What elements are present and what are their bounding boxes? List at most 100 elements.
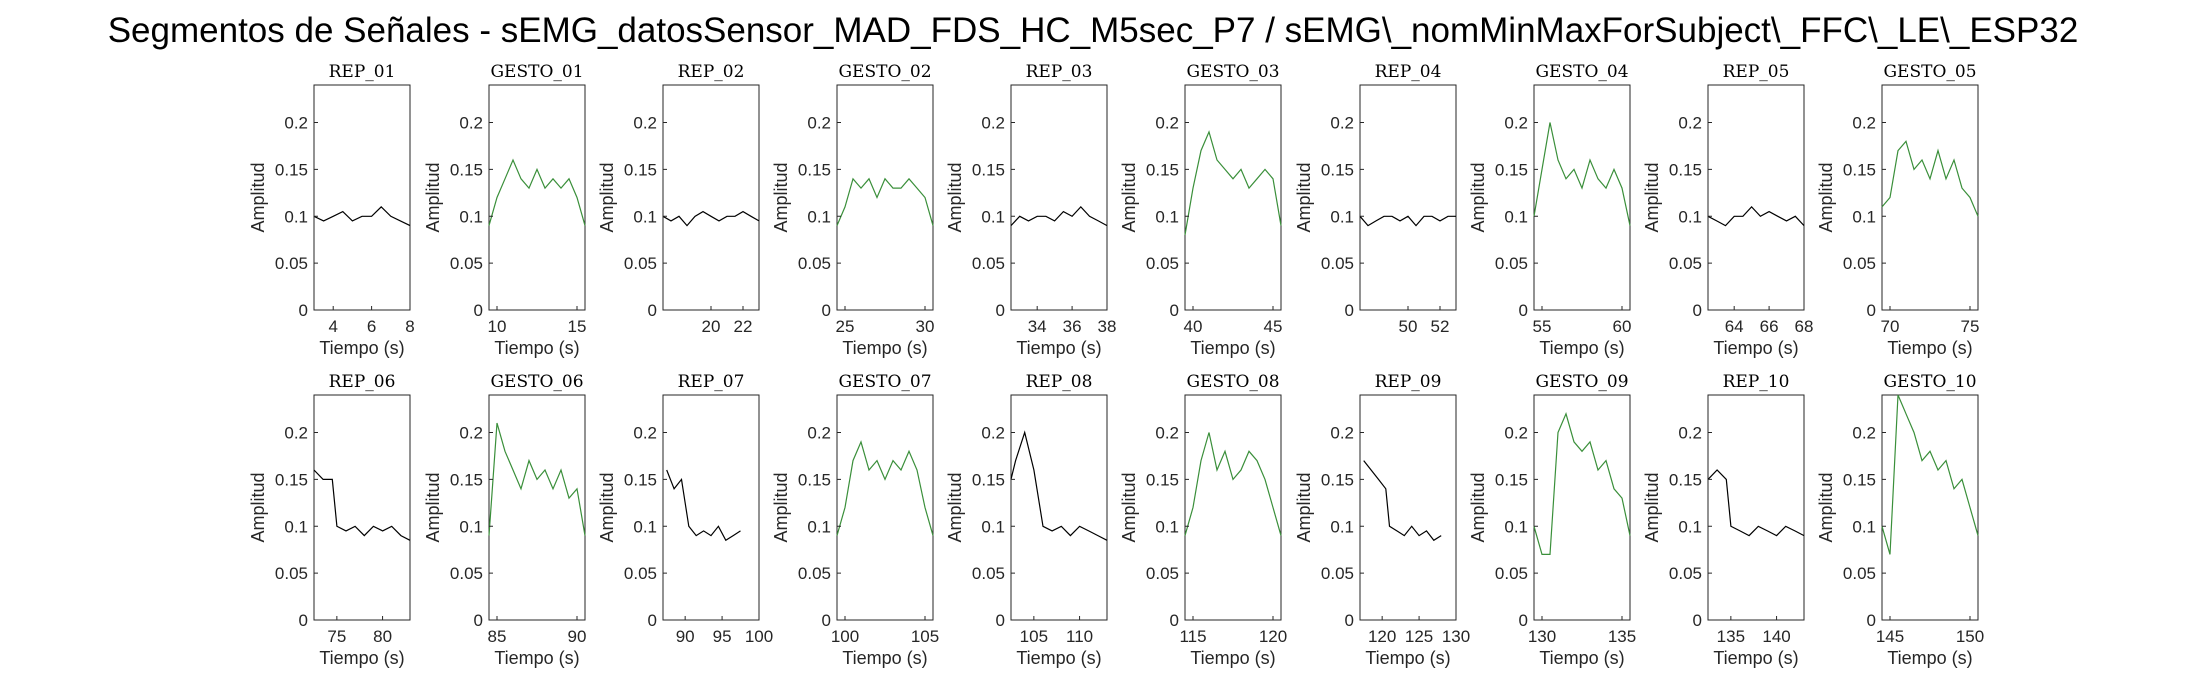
subplot-gesto_05: GESTO_05 0 0.05 0.1 0.15 0.2 70 75 Tiempo (s) Amp…	[1816, 62, 1979, 358]
x-tick-label: 60	[1613, 317, 1632, 336]
x-tick-label: 110	[1066, 627, 1093, 646]
y-tick-label: 0.2	[1504, 424, 1528, 443]
subplot-gesto_08: GESTO_08 0 0.05 0.1 0.15 0.2 115 120 Tiempo (s) A…	[1119, 372, 1287, 668]
subplot-title: REP_08	[1026, 372, 1093, 392]
y-axis-label: Amplitud	[1642, 162, 1662, 232]
y-tick-label: 0.15	[1495, 470, 1528, 489]
y-tick-label: 0.15	[624, 470, 657, 489]
y-tick-label: 0.15	[275, 160, 308, 179]
subplot-title: REP_10	[1723, 372, 1790, 392]
y-tick-label: 0	[1170, 611, 1179, 630]
y-axis-label: Amplitud	[945, 162, 965, 232]
y-tick-label: 0.1	[1504, 207, 1528, 226]
y-axis-label: Amplitud	[1119, 472, 1139, 542]
y-tick-label: 0.05	[1146, 254, 1179, 273]
x-tick-label: 100	[831, 627, 859, 646]
y-tick-label: 0	[648, 611, 657, 630]
x-axis-label: Tiempo (s)	[1713, 338, 1798, 358]
y-tick-label: 0.2	[1155, 114, 1179, 133]
y-tick-label: 0.2	[1678, 424, 1702, 443]
y-tick-label: 0.1	[1330, 517, 1354, 536]
x-tick-label: 135	[1608, 627, 1636, 646]
subplot-rep_09: REP_09 0 0.05 0.1 0.15 0.2 120 125 130 Tiempo (s)…	[1294, 372, 1470, 668]
y-tick-label: 0	[1345, 611, 1354, 630]
x-tick-label: 75	[1961, 317, 1980, 336]
y-tick-label: 0.05	[450, 254, 483, 273]
x-tick-label: 66	[1760, 317, 1779, 336]
subplot-rep_05: REP_05 0 0.05 0.1 0.15 0.2 64 66 68 Tiempo (s) Amp…	[1642, 62, 1813, 358]
subplot-title: REP_01	[329, 62, 396, 82]
x-tick-label: 140	[1762, 627, 1790, 646]
axes-frame	[1881, 84, 1979, 311]
y-tick-label: 0.1	[807, 207, 831, 226]
subplot-title: REP_02	[678, 62, 745, 82]
y-tick-label: 0.05	[1843, 254, 1876, 273]
subplot-gesto_02: GESTO_02 0 0.05 0.1 0.15 0.2 25 30 Tiempo (s) Amp…	[771, 62, 934, 358]
y-tick-label: 0.15	[972, 160, 1005, 179]
signal-line	[1533, 412, 1631, 556]
signal-line	[1010, 206, 1108, 227]
x-axis-label: Tiempo (s)	[319, 338, 404, 358]
subplot-title: GESTO_04	[1535, 62, 1628, 82]
y-tick-label: 0.2	[633, 424, 657, 443]
y-tick-label: 0.05	[972, 564, 1005, 583]
axes-frame	[1010, 84, 1108, 311]
y-tick-label: 0.1	[1330, 207, 1354, 226]
y-tick-label: 0.15	[624, 160, 657, 179]
signal-line	[1533, 122, 1631, 226]
x-tick-label: 120	[1368, 627, 1396, 646]
x-tick-label: 25	[836, 317, 855, 336]
y-axis-label: Amplitud	[1642, 472, 1662, 542]
y-axis-label: Amplitud	[771, 472, 791, 542]
subplot-title: GESTO_10	[1883, 372, 1976, 392]
x-tick-label: 55	[1533, 317, 1552, 336]
y-tick-label: 0.1	[807, 517, 831, 536]
axes-frame	[488, 394, 586, 621]
y-tick-label: 0.05	[624, 564, 657, 583]
y-axis-label: Amplitud	[771, 162, 791, 232]
y-tick-label: 0.2	[633, 114, 657, 133]
signal-line	[1881, 140, 1979, 217]
x-tick-label: 20	[702, 317, 721, 336]
axes-frame	[1359, 394, 1457, 621]
x-tick-label: 40	[1184, 317, 1203, 336]
subplot-gesto_04: GESTO_04 0 0.05 0.1 0.15 0.2 55 60 Tiempo (s) Amp…	[1468, 62, 1631, 358]
y-tick-label: 0.2	[1678, 114, 1702, 133]
axes-frame	[1881, 394, 1979, 621]
y-axis-label: Amplitud	[945, 472, 965, 542]
y-axis-label: Amplitud	[423, 162, 443, 232]
y-tick-label: 0.05	[624, 254, 657, 273]
y-tick-label: 0	[996, 611, 1005, 630]
y-tick-label: 0.05	[1495, 564, 1528, 583]
subplot-gesto_10: GESTO_10 0 0.05 0.1 0.15 0.2 145 150 Tiempo (s) A…	[1816, 372, 1984, 668]
y-tick-label: 0.15	[1146, 470, 1179, 489]
y-tick-label: 0.1	[1852, 517, 1876, 536]
x-tick-label: 100	[745, 627, 773, 646]
subplot-rep_06: REP_06 0 0.05 0.1 0.15 0.2 75 80 Tiempo (s) Ampli…	[248, 372, 411, 668]
x-tick-label: 34	[1028, 317, 1047, 336]
subplot-title: GESTO_05	[1883, 62, 1976, 82]
y-axis-label: Amplitud	[248, 162, 268, 232]
subplot-gesto_09: GESTO_09 0 0.05 0.1 0.15 0.2 130 135 Tiempo (s) A…	[1468, 372, 1636, 668]
subplot-rep_10: REP_10 0 0.05 0.1 0.15 0.2 135 140 Tiempo (s) Amp…	[1642, 372, 1805, 668]
x-tick-label: 8	[405, 317, 414, 336]
y-axis-label: Amplitud	[597, 162, 617, 232]
y-tick-label: 0.1	[284, 517, 308, 536]
y-tick-label: 0.05	[1321, 254, 1354, 273]
x-tick-label: 36	[1063, 317, 1082, 336]
y-axis-label: Amplitud	[248, 472, 268, 542]
signal-line	[662, 210, 760, 227]
y-tick-label: 0.1	[1155, 207, 1179, 226]
x-tick-label: 90	[568, 627, 587, 646]
y-tick-label: 0.2	[807, 114, 831, 133]
y-tick-label: 0.05	[1669, 564, 1702, 583]
x-tick-label: 105	[1020, 627, 1048, 646]
x-tick-label: 15	[568, 317, 587, 336]
x-tick-label: 64	[1725, 317, 1744, 336]
y-tick-label: 0.05	[798, 254, 831, 273]
y-tick-label: 0.2	[459, 114, 483, 133]
subplot-title: GESTO_06	[490, 372, 583, 392]
y-axis-label: Amplitud	[1816, 162, 1836, 232]
x-tick-label: 68	[1795, 317, 1814, 336]
y-tick-label: 0	[1693, 301, 1702, 320]
